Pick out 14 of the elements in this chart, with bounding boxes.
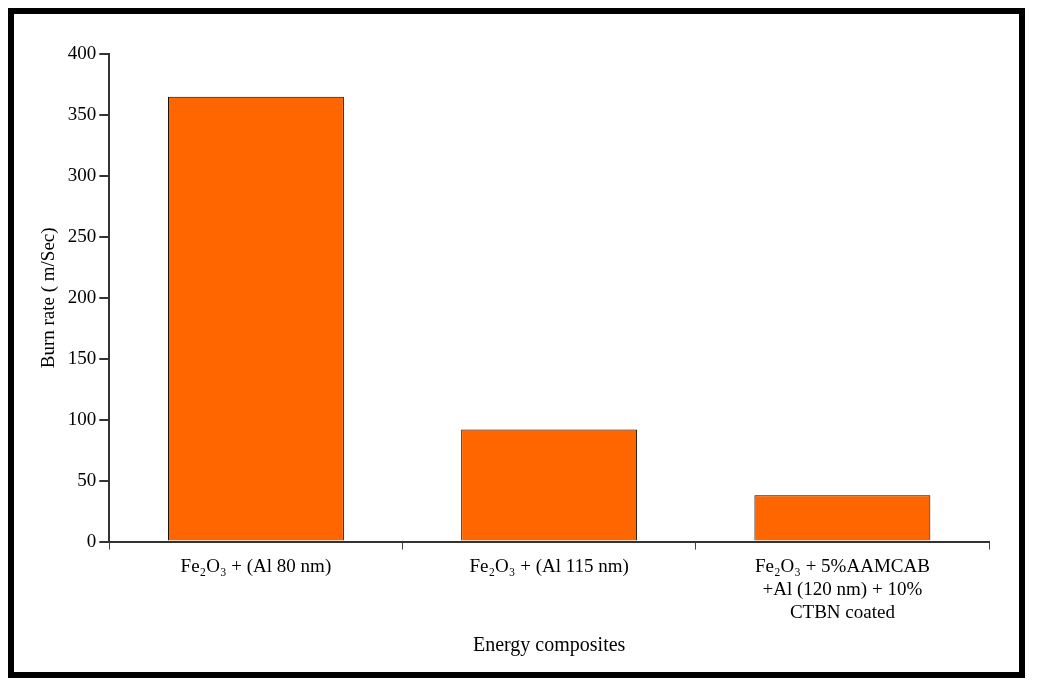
y-tick-label: 300 (67, 163, 97, 185)
y-tick-label: 400 (67, 41, 97, 63)
y-tick-label: 50 (77, 468, 97, 490)
y-tick-label: 150 (67, 346, 97, 368)
y-tick-label: 250 (67, 224, 97, 246)
y-tick-label: 0 (86, 529, 97, 551)
x-axis-title: Energy composites (472, 633, 626, 657)
x-tick-label: Fe₂O₃ + 5%AAMCAB +Al (120 nm) + 10% CTBN coated (754, 554, 930, 622)
x-tick-label: Fe₂O₃ + (Al 115 nm) (469, 554, 629, 577)
y-axis-title: Burn rate ( m/Sec) (37, 227, 60, 369)
y-tick-label: 100 (67, 407, 97, 429)
y-tick-label: 200 (67, 285, 97, 307)
y-tick-label: 350 (67, 102, 97, 124)
x-tick-label: Fe₂O₃ + (Al 80 nm) (180, 554, 332, 577)
